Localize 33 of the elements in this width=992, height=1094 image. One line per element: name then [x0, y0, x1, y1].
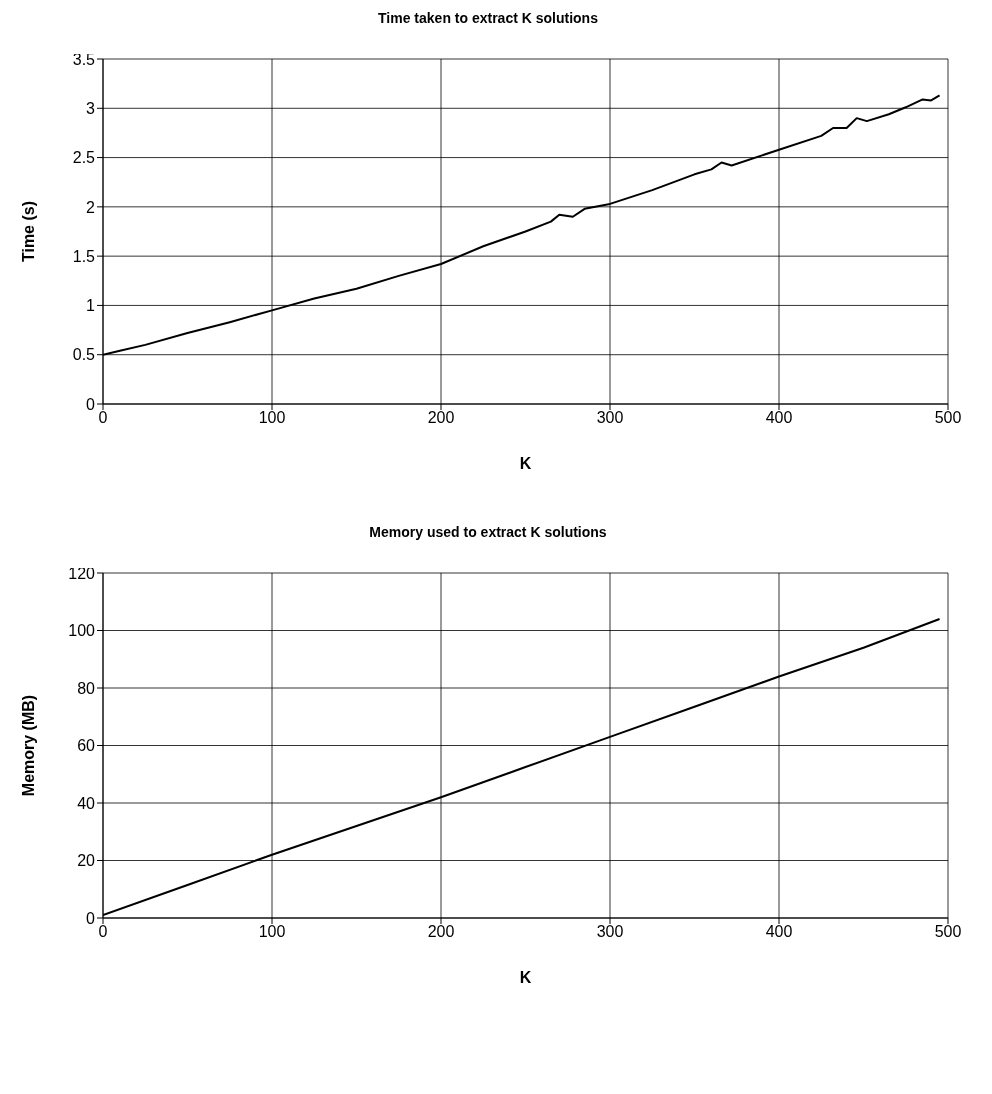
y-tick-label: 1.5	[72, 247, 96, 265]
x-axis-title: K	[519, 455, 532, 472]
x-tick-label: 100	[258, 923, 286, 941]
y-tick-label: 2.5	[72, 149, 96, 167]
y-tick-label: 20	[77, 852, 96, 870]
y-axis-title: Time (s)	[19, 200, 37, 263]
chart-title: Time taken to extract K solutions	[377, 10, 599, 26]
y-tick-label: 2	[86, 198, 96, 216]
x-tick-label: 200	[427, 409, 455, 427]
x-tick-label: 400	[765, 923, 793, 941]
x-tick-label: 300	[596, 409, 624, 427]
y-tick-label: 3.5	[72, 50, 96, 68]
y-tick-label: 40	[77, 794, 96, 812]
x-axis-title: K	[519, 969, 532, 986]
chart-title: Memory used to extract K solutions	[368, 524, 608, 540]
y-tick-label: 1	[86, 297, 96, 315]
y-tick-label: 0	[86, 909, 96, 927]
y-tick-label: 0.5	[72, 346, 96, 364]
y-tick-label: 60	[77, 737, 96, 755]
y-tick-label: 0	[86, 395, 96, 413]
x-tick-label: 200	[427, 923, 455, 941]
x-tick-label: 500	[934, 923, 962, 941]
x-tick-label: 400	[765, 409, 793, 427]
y-tick-label: 120	[68, 564, 96, 582]
x-tick-label: 100	[258, 409, 286, 427]
y-tick-label: 3	[86, 99, 96, 117]
y-axis-title: Memory (MB)	[19, 694, 37, 797]
x-tick-label: 0	[98, 923, 108, 941]
x-tick-label: 0	[98, 409, 108, 427]
y-tick-label: 80	[77, 679, 96, 697]
x-tick-label: 500	[934, 409, 962, 427]
y-tick-label: 100	[68, 622, 96, 640]
x-tick-label: 300	[596, 923, 624, 941]
